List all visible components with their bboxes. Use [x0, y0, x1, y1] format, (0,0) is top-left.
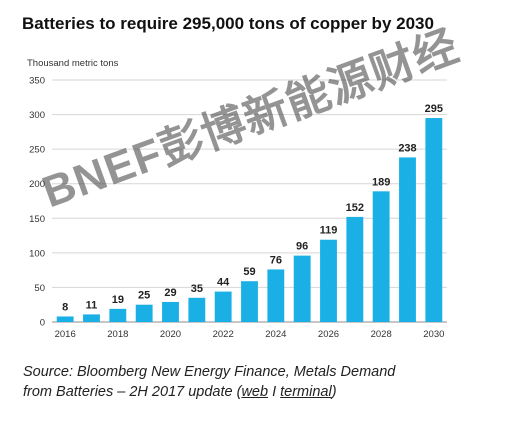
y-axis-unit-label: Thousand metric tons [27, 58, 119, 69]
y-tick-label: 150 [29, 214, 45, 225]
y-tick-label: 50 [34, 283, 45, 294]
y-tick-label: 250 [29, 145, 45, 156]
bar [214, 291, 232, 322]
x-tick-label: 2022 [213, 329, 234, 340]
bar [425, 118, 443, 323]
source-separator: I [268, 384, 281, 400]
data-label: 11 [86, 299, 98, 311]
x-tick-label: 2018 [107, 329, 128, 340]
bar [293, 255, 311, 322]
bar [83, 314, 100, 322]
x-tick-label: 2030 [423, 329, 444, 340]
y-tick-label: 0 [40, 318, 45, 329]
x-tick-label: 2024 [265, 329, 286, 340]
bar [241, 281, 258, 322]
data-label: 238 [398, 142, 416, 154]
data-label: 35 [191, 283, 203, 295]
data-label: 119 [320, 225, 338, 237]
data-label: 96 [296, 241, 308, 253]
x-tick-label: 2016 [55, 329, 76, 340]
data-label: 8 [62, 301, 68, 313]
data-label: 189 [372, 176, 390, 188]
web-link[interactable]: web [241, 384, 269, 400]
x-tick-label: 2028 [371, 329, 392, 340]
bar [56, 316, 74, 322]
y-tick-label: 300 [29, 110, 45, 121]
y-tick-label: 200 [29, 179, 45, 190]
source-suffix: ) [331, 384, 337, 400]
y-tick-label: 350 [29, 76, 45, 87]
data-label: 76 [270, 254, 282, 266]
bar [346, 216, 364, 322]
data-label: 19 [112, 294, 124, 306]
bar [320, 239, 337, 322]
source-note: Source: Bloomberg New Energy Finance, Me… [23, 362, 395, 402]
source-line-2: from Batteries – 2H 2017 update (web I t… [23, 382, 395, 402]
chart-title: Batteries to require 295,000 tons of cop… [22, 14, 434, 33]
data-label: 25 [138, 290, 150, 302]
y-tick-label: 100 [29, 248, 45, 259]
bar [109, 308, 127, 322]
terminal-link[interactable]: terminal [280, 384, 332, 400]
bar [372, 191, 390, 322]
data-label: 29 [164, 287, 176, 299]
data-label: 44 [217, 277, 230, 289]
x-tick-label: 2026 [318, 329, 339, 340]
bar [188, 297, 206, 322]
bar [135, 304, 153, 322]
source-prefix: from Batteries – 2H 2017 update ( [23, 384, 242, 400]
bar [162, 301, 179, 322]
source-line-1: Source: Bloomberg New Energy Finance, Me… [23, 364, 396, 380]
bar [399, 157, 416, 322]
data-label: 59 [243, 266, 255, 278]
data-label: 295 [425, 103, 443, 115]
x-tick-label: 2020 [160, 329, 181, 340]
data-label: 152 [346, 202, 364, 214]
bar [267, 269, 285, 322]
bar-chart: 0 50 100 150 200 250 300 350 8 11 19 25 29 35 44 59 76 96… [29, 76, 447, 340]
